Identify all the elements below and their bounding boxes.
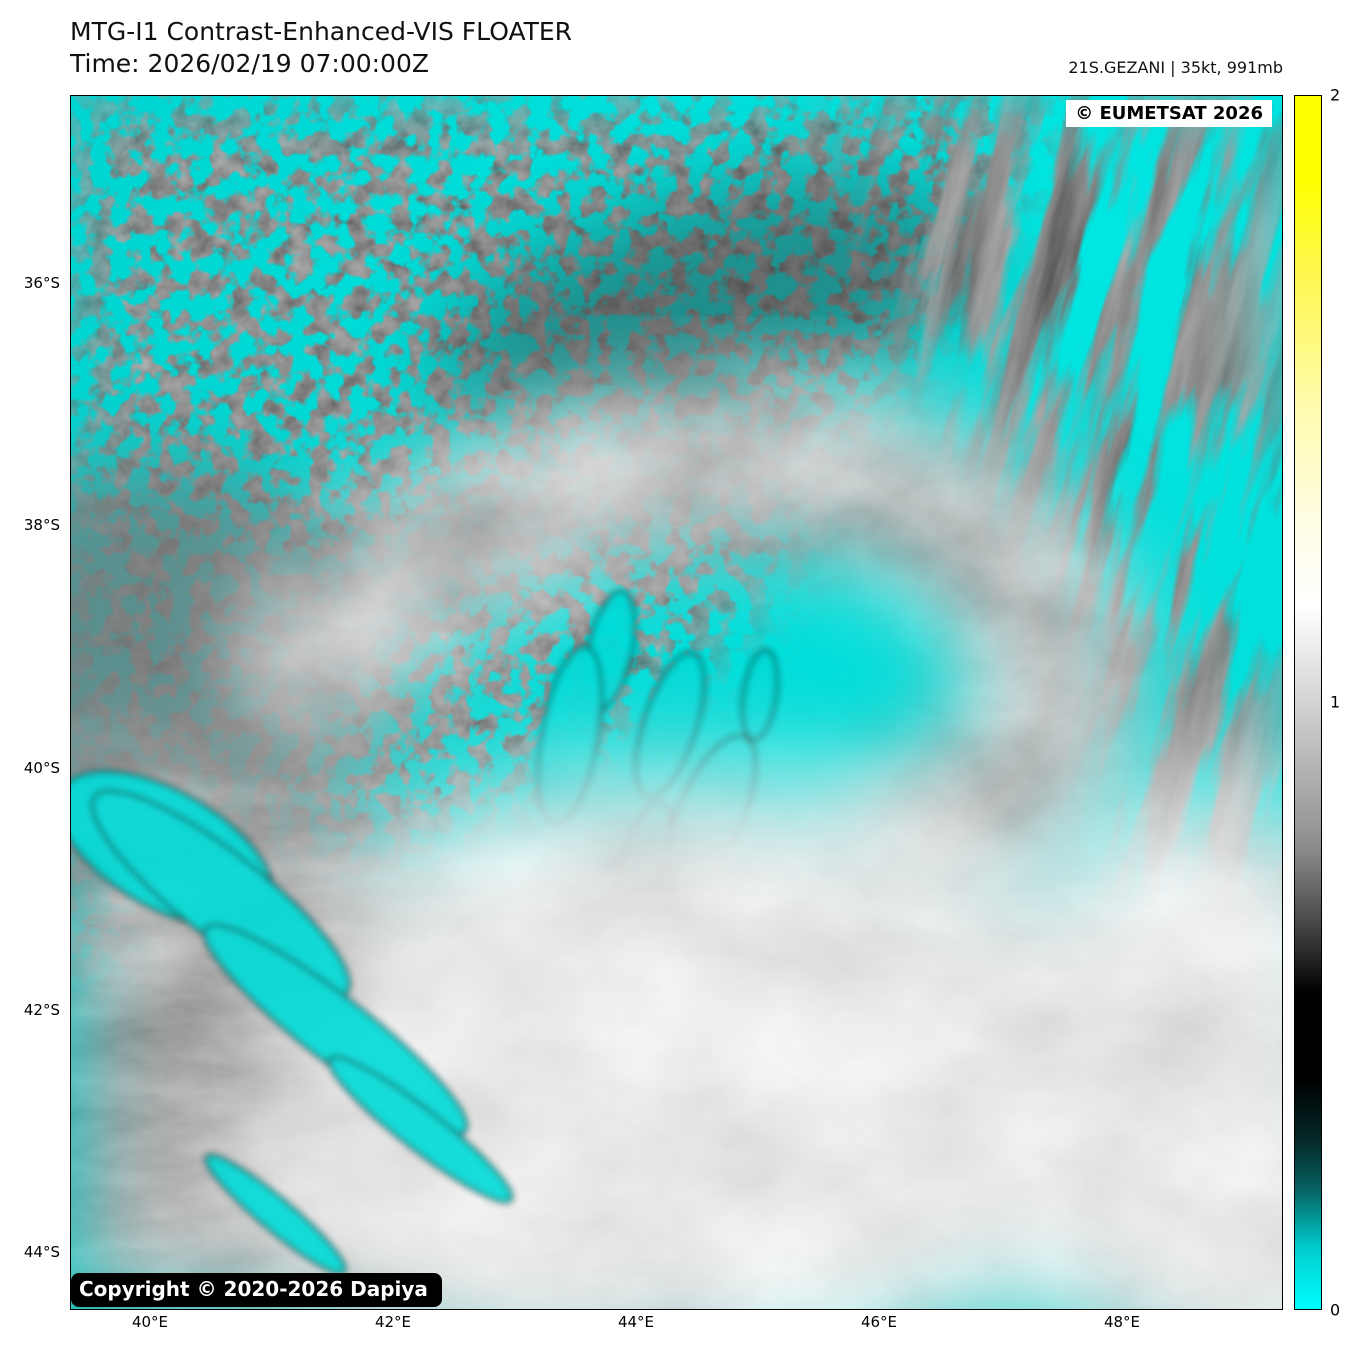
x-axis: 40°E 42°E 44°E 46°E 48°E [70, 1313, 1283, 1339]
x-axis-tick-label: 44°E [617, 1313, 655, 1331]
colorbar-tick-label: 0 [1330, 1300, 1341, 1320]
colorbar [1294, 95, 1322, 1310]
copyright-badge: Copyright © 2020-2026 Dapiya [71, 1273, 442, 1307]
y-axis-tick-label: 42°S [23, 1001, 60, 1019]
colorbar-tick-label: 1 [1330, 692, 1341, 712]
x-axis-tick-label: 48°E [1103, 1313, 1141, 1331]
satellite-image [71, 96, 1282, 1309]
y-axis-tick-label: 36°S [23, 274, 60, 292]
x-axis-tick-label: 46°E [860, 1313, 898, 1331]
title-block: MTG-I1 Contrast-Enhanced-VIS FLOATER Tim… [70, 16, 572, 80]
colorbar-labels: 2 1 0 [1330, 86, 1360, 1320]
time-label: Time: 2026/02/19 07:00:00Z [70, 49, 429, 78]
x-axis-tick-label: 42°E [374, 1313, 412, 1331]
figure-title: MTG-I1 Contrast-Enhanced-VIS FLOATER [70, 17, 573, 46]
colorbar-tick-label: 2 [1330, 85, 1341, 105]
satellite-map: © EUMETSAT 2026 Copyright © 2020-2026 Da… [70, 95, 1283, 1310]
y-axis-tick-label: 38°S [23, 516, 60, 534]
storm-info-label: 21S.GEZANI | 35kt, 991mb [1068, 58, 1283, 77]
y-axis-tick-label: 40°S [23, 759, 60, 777]
eumetsat-credit-badge: © EUMETSAT 2026 [1066, 100, 1272, 127]
y-axis: 36°S 38°S 40°S 42°S 44°S [0, 95, 62, 1310]
y-axis-tick-label: 44°S [23, 1243, 60, 1261]
x-axis-tick-label: 40°E [131, 1313, 169, 1331]
